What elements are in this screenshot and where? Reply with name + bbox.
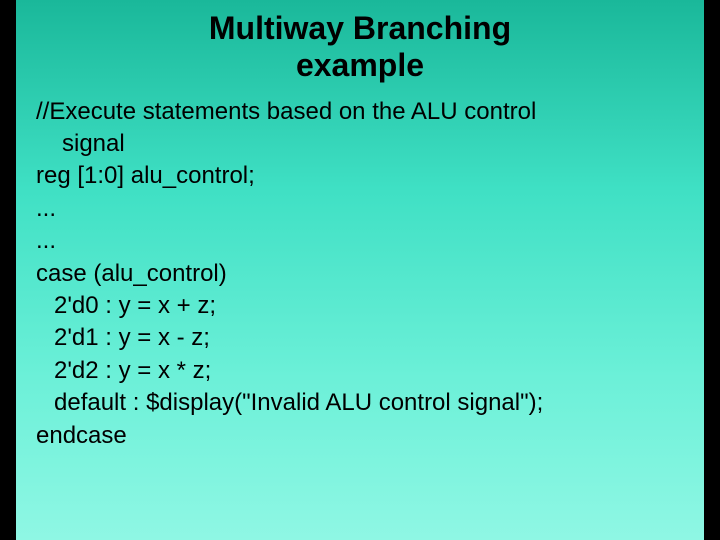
slide: Multiway Branching example //Execute sta… [16,0,704,540]
code-line: 2'd1 : y = x - z; [36,322,694,354]
code-line: default : $display("Invalid ALU control … [36,387,694,419]
code-line: //Execute statements based on the ALU co… [36,96,694,128]
code-line: ... [36,225,694,257]
slide-title: Multiway Branching example [16,0,704,84]
title-line-1: Multiway Branching [16,10,704,47]
slide-body: //Execute statements based on the ALU co… [16,84,704,452]
title-line-2: example [16,47,704,84]
code-line: endcase [36,420,694,452]
code-line: signal [36,128,694,160]
code-line: reg [1:0] alu_control; [36,160,694,192]
code-line: ... [36,193,694,225]
code-line: 2'd0 : y = x + z; [36,290,694,322]
code-line: 2'd2 : y = x * z; [36,355,694,387]
code-line: case (alu_control) [36,258,694,290]
